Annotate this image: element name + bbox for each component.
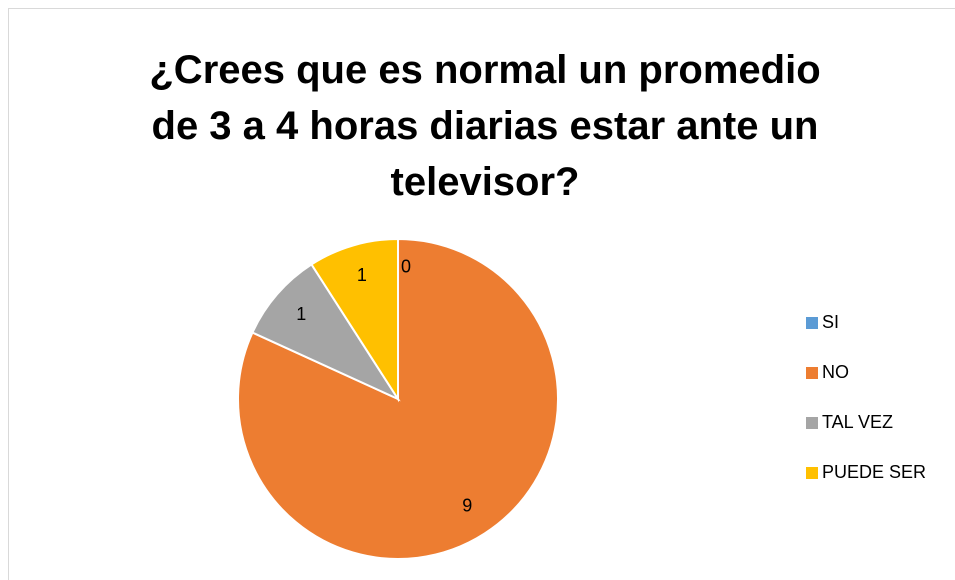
data-label: 0: [401, 257, 411, 277]
legend-label: TAL VEZ: [822, 412, 893, 432]
data-label: 9: [462, 495, 472, 515]
data-label: 1: [357, 265, 367, 285]
chart-border: [8, 8, 955, 580]
chart-title: ¿Crees que es normal un promedio de 3 a …: [149, 48, 821, 204]
legend-swatch: [806, 417, 818, 429]
legend-label: SI: [822, 312, 839, 332]
legend-swatch: [806, 367, 818, 379]
pie-slice: [310, 237, 399, 403]
legend-label: NO: [822, 362, 849, 382]
pie-slice: [251, 263, 401, 402]
legend-label: PUEDE SER: [822, 462, 926, 482]
legend-swatch: [806, 467, 818, 479]
legend-swatch: [806, 317, 818, 329]
data-label: 1: [296, 304, 306, 324]
